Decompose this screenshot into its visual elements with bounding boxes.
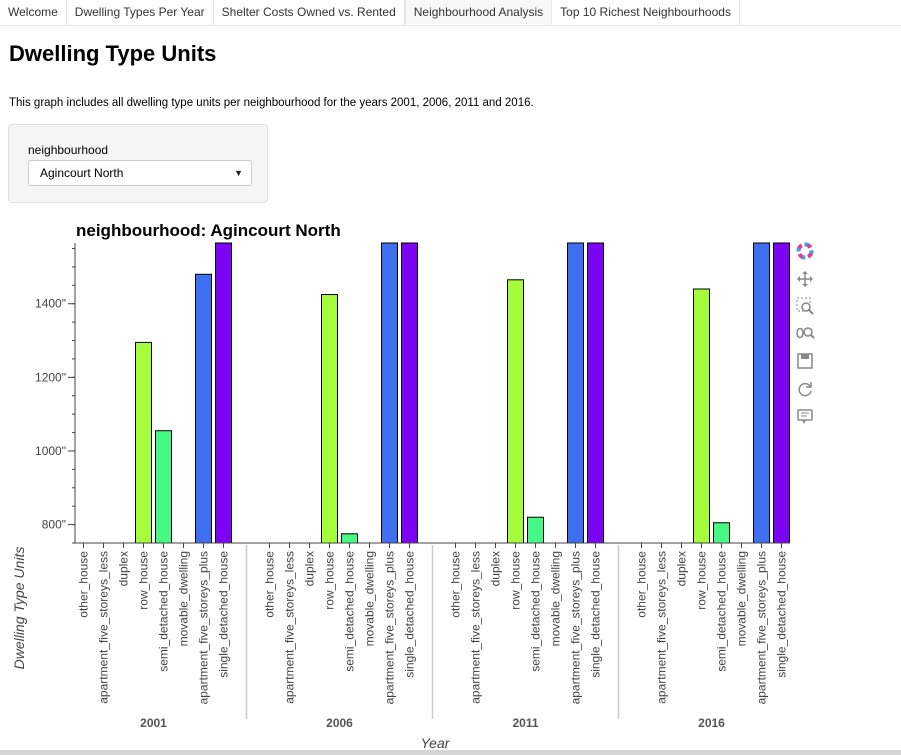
x-tick-label: single_detached_house xyxy=(589,551,603,678)
bar-2011-single_detached_house xyxy=(587,242,604,544)
neighbourhood-select-value: Agincourt North xyxy=(40,166,124,180)
tab-neighbourhood-analysis[interactable]: Neighbourhood Analysis xyxy=(404,0,553,25)
x-tick-label: semi_detached_house xyxy=(715,551,729,672)
reset-icon[interactable] xyxy=(795,379,815,399)
bar-2011-apartment_five_storeys_plus xyxy=(567,242,584,544)
bottom-scrollbar xyxy=(0,750,901,755)
page-description: This graph includes all dwelling type un… xyxy=(9,97,534,109)
page-title: Dwelling Type Units xyxy=(9,41,217,66)
x-group-label: 2011 xyxy=(512,716,538,730)
x-tick-label: apartment_five_storeys_plus xyxy=(383,551,397,704)
neighbourhood-widget: neighbourhood Agincourt North ▼ xyxy=(8,124,268,203)
bar-2016-semi_detached_house xyxy=(713,522,730,544)
x-tick-label: apartment_five_storeys_less xyxy=(283,551,297,704)
x-tick-label: semi_detached_house xyxy=(343,551,357,672)
x-tick-label: duplex xyxy=(303,551,317,586)
x-tick-label: other_house xyxy=(635,551,649,618)
x-tick-label: apartment_five_storeys_plus xyxy=(197,551,211,704)
x-tick-label: semi_detached_house xyxy=(529,551,543,672)
x-tick-label: duplex xyxy=(675,551,689,586)
tab-welcome[interactable]: Welcome xyxy=(0,0,67,25)
wheel-zoom-icon[interactable] xyxy=(795,323,815,343)
x-tick-label: row_house xyxy=(137,551,151,610)
bar-2001-semi_detached_house xyxy=(155,430,172,544)
x-tick-label: duplex xyxy=(117,551,131,586)
bar-2006-semi_detached_house xyxy=(341,533,358,544)
neighbourhood-label: neighbourhood xyxy=(28,143,109,157)
bar-2006-apartment_five_storeys_plus xyxy=(381,242,398,544)
bar-2016-row_house xyxy=(693,288,710,544)
chart-title: neighbourhood: Agincourt North xyxy=(76,221,341,240)
x-tick-label: apartment_five_storeys_less xyxy=(97,551,111,704)
x-tick-label: duplex xyxy=(489,551,503,586)
x-tick-label: apartment_five_storeys_less xyxy=(655,551,669,704)
x-tick-label: other_house xyxy=(449,551,463,618)
x-tick-label: movable_dwelling xyxy=(363,551,377,646)
save-icon[interactable] xyxy=(795,351,815,371)
x-axis-label: Year xyxy=(421,735,451,750)
x-group-label: 2006 xyxy=(326,716,353,730)
bar-2001-single_detached_house xyxy=(215,242,232,544)
tab-bar: Welcome Dwelling Types Per Year Shelter … xyxy=(0,0,901,26)
x-tick-label: row_house xyxy=(323,551,337,610)
x-tick-label: single_detached_house xyxy=(775,551,789,678)
neighbourhood-select[interactable]: Agincourt North ▼ xyxy=(28,160,252,186)
x-tick-label: apartment_five_storeys_plus xyxy=(755,551,769,704)
bar-2001-row_house xyxy=(135,341,152,544)
x-tick-label: single_detached_house xyxy=(217,551,231,678)
plot-area: 800" 1000" 1200" 1400" other_house apartment_… xyxy=(35,242,790,730)
bokeh-logo-icon[interactable] xyxy=(795,241,815,261)
y-tick-label: 1200" xyxy=(35,370,66,384)
tab-top-10-richest[interactable]: Top 10 Richest Neighbourhoods xyxy=(552,0,740,25)
x-tick-label: semi_detached_house xyxy=(157,551,171,672)
x-group-label: 2016 xyxy=(698,716,725,730)
y-tick-label: 800" xyxy=(42,518,66,532)
y-tick-label: 1000" xyxy=(35,444,66,458)
x-tick-label: movable_dwelling xyxy=(735,551,749,646)
x-tick-label: row_house xyxy=(695,551,709,610)
x-group-label: 2001 xyxy=(140,716,167,730)
tab-dwelling-types-per-year[interactable]: Dwelling Types Per Year xyxy=(67,0,214,25)
box-zoom-icon[interactable] xyxy=(795,296,815,316)
bar-2006-row_house xyxy=(321,294,338,544)
x-tick-label: row_house xyxy=(509,551,523,610)
bar-2006-single_detached_house xyxy=(401,242,418,544)
x-tick-label: single_detached_house xyxy=(403,551,417,678)
chevron-down-icon: ▼ xyxy=(234,168,243,178)
bar-2011-semi_detached_house xyxy=(527,516,544,544)
x-tick-label: other_house xyxy=(77,551,91,618)
tab-shelter-costs[interactable]: Shelter Costs Owned vs. Rented xyxy=(214,0,405,25)
bar-2011-row_house xyxy=(507,279,524,544)
x-tick-label: apartment_five_storeys_plus xyxy=(569,551,583,704)
pan-icon[interactable] xyxy=(795,269,815,289)
x-tick-label: apartment_five_storeys_less xyxy=(469,551,483,704)
y-tick-label: 1400" xyxy=(35,297,66,311)
x-tick-label: movable_dwelling xyxy=(549,551,563,646)
bar-2001-apartment_five_storeys_plus xyxy=(195,273,212,544)
x-tick-label: other_house xyxy=(263,551,277,618)
bar-2016-single_detached_house xyxy=(773,242,790,544)
y-axis-label: Dwelling Type Units xyxy=(11,547,27,670)
x-tick-label: movable_dwelling xyxy=(177,551,191,646)
bar-2016-apartment_five_storeys_plus xyxy=(753,242,770,544)
bar-chart[interactable]: neighbourhood: Agincourt North 800" 1000"… xyxy=(0,215,790,750)
hover-icon[interactable] xyxy=(795,406,815,426)
